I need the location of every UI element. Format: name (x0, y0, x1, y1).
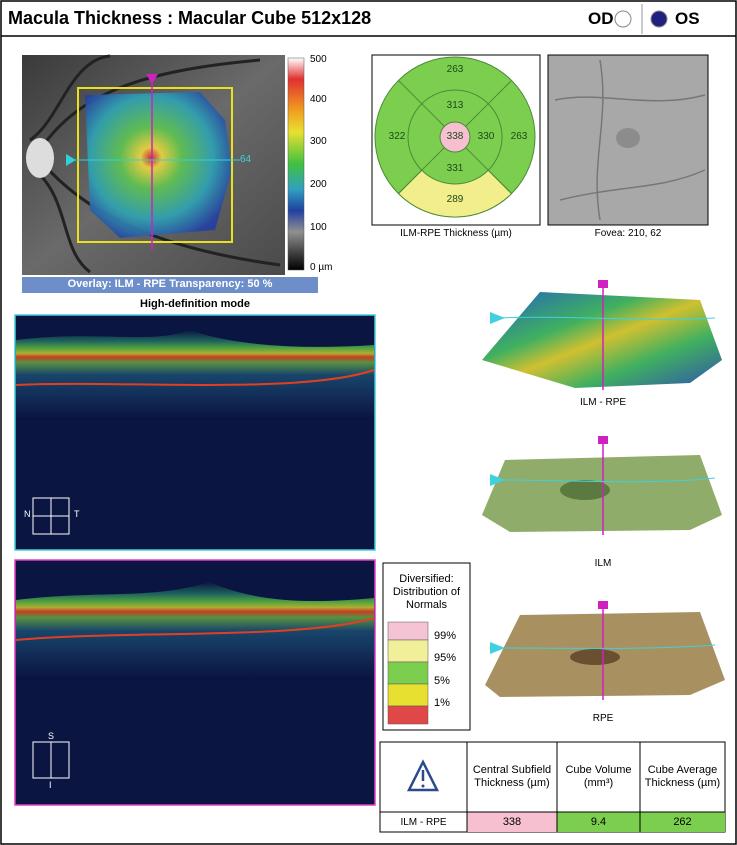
surface-label: ILM (594, 558, 612, 569)
etdrs-value: 322 (388, 131, 406, 142)
orientation: T (74, 509, 80, 519)
orientation: N (24, 509, 31, 519)
table-cell: ILM - RPE (400, 816, 447, 828)
scale-label: 0 µm (310, 262, 333, 273)
bscan-title: High-definition mode (140, 298, 250, 310)
legend-level: 99% (434, 630, 457, 642)
legend-level: 5% (434, 675, 450, 687)
surface-label: ILM - RPE (579, 397, 627, 408)
etdrs-caption: ILM-RPE Thickness (µm) (400, 228, 512, 239)
os-label: OS (675, 9, 700, 28)
orientation: S (48, 731, 55, 741)
overlay-caption: Overlay: ILM - RPE Transparency: 50 % (67, 278, 273, 290)
etdrs-value: 263 (446, 64, 464, 75)
scale-label: 500 (310, 54, 327, 65)
scale-label: 400 (310, 94, 327, 105)
etdrs-value: 263 (510, 131, 528, 142)
table-header: Cube Average Thickness (µm) (644, 764, 721, 789)
table-cell: 338 (502, 815, 522, 828)
legend-title: Diversified: Distribution of Normals (392, 572, 461, 611)
legend-level: 95% (434, 652, 457, 664)
od-label: OD (588, 9, 614, 28)
orientation: I (49, 780, 52, 790)
scale-label: 200 (310, 179, 327, 190)
legend-level: 1% (434, 697, 450, 709)
table-cell: 9.4 (590, 815, 607, 828)
title: Macula Thickness : Macular Cube 512x128 (8, 8, 372, 28)
etdrs-value: 313 (446, 100, 464, 111)
table-header: Cube Volume (mm³) (565, 764, 632, 789)
scale-label: 300 (310, 136, 327, 147)
etdrs-value: 289 (446, 194, 464, 205)
table-header: Central Subfield Thickness (µm) (472, 764, 552, 789)
etdrs-value: 338 (446, 131, 464, 142)
table-cell: 262 (673, 815, 692, 828)
fovea-caption: Fovea: 210, 62 (594, 228, 662, 239)
etdrs-value: 330 (477, 131, 495, 142)
scan-marker: 64 (240, 154, 252, 165)
etdrs-value: 331 (446, 163, 464, 174)
surface-label: RPE (592, 713, 614, 724)
scale-label: 100 (310, 222, 327, 233)
